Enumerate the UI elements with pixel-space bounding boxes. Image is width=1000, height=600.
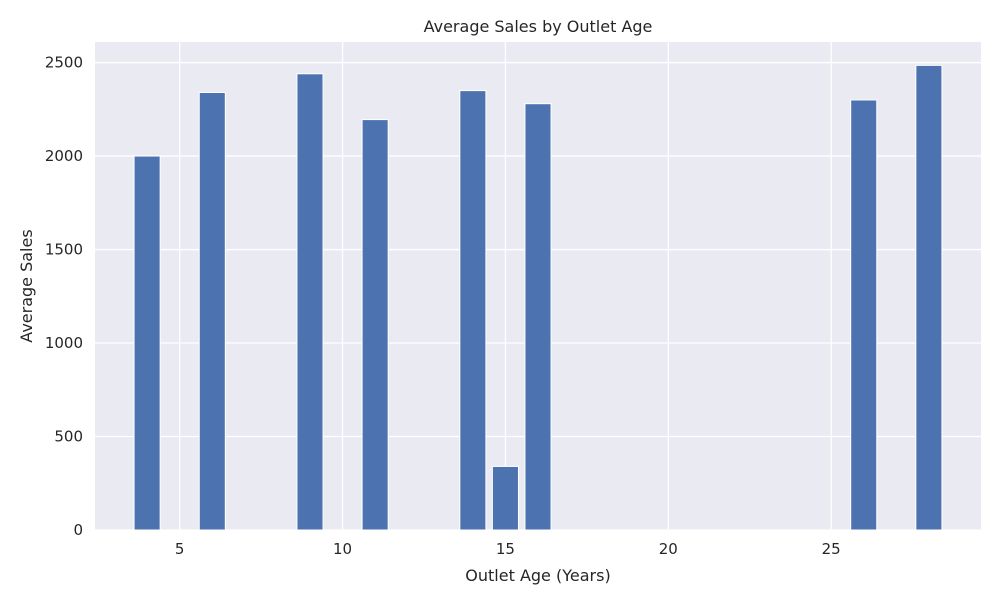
bar	[524, 103, 552, 531]
y-tick-label: 500	[54, 428, 83, 446]
chart-title: Average Sales by Outlet Age	[424, 17, 653, 36]
x-tick-labels: 5 10 15 20 25	[175, 540, 841, 558]
bar	[133, 155, 161, 531]
bar	[491, 465, 519, 531]
x-axis-label: Outlet Age (Years)	[465, 566, 610, 585]
bar	[915, 64, 943, 531]
bar	[296, 73, 324, 531]
x-tick-label: 15	[496, 540, 515, 558]
bar	[198, 91, 226, 531]
x-tick-label: 25	[822, 540, 841, 558]
x-tick-label: 5	[175, 540, 185, 558]
y-tick-label: 0	[73, 521, 83, 539]
y-axis-label: Average Sales	[17, 229, 36, 342]
y-tick-label: 2000	[45, 147, 83, 165]
bar	[850, 99, 878, 531]
x-tick-label: 10	[333, 540, 352, 558]
y-tick-label: 1500	[45, 241, 83, 259]
bar	[361, 119, 389, 531]
bar	[459, 90, 487, 531]
y-tick-label: 2500	[45, 54, 83, 72]
y-tick-label: 1000	[45, 334, 83, 352]
bars	[133, 64, 943, 531]
x-tick-label: 20	[659, 540, 678, 558]
y-tick-labels: 0 500 1000 1500 2000 2500	[45, 54, 83, 539]
